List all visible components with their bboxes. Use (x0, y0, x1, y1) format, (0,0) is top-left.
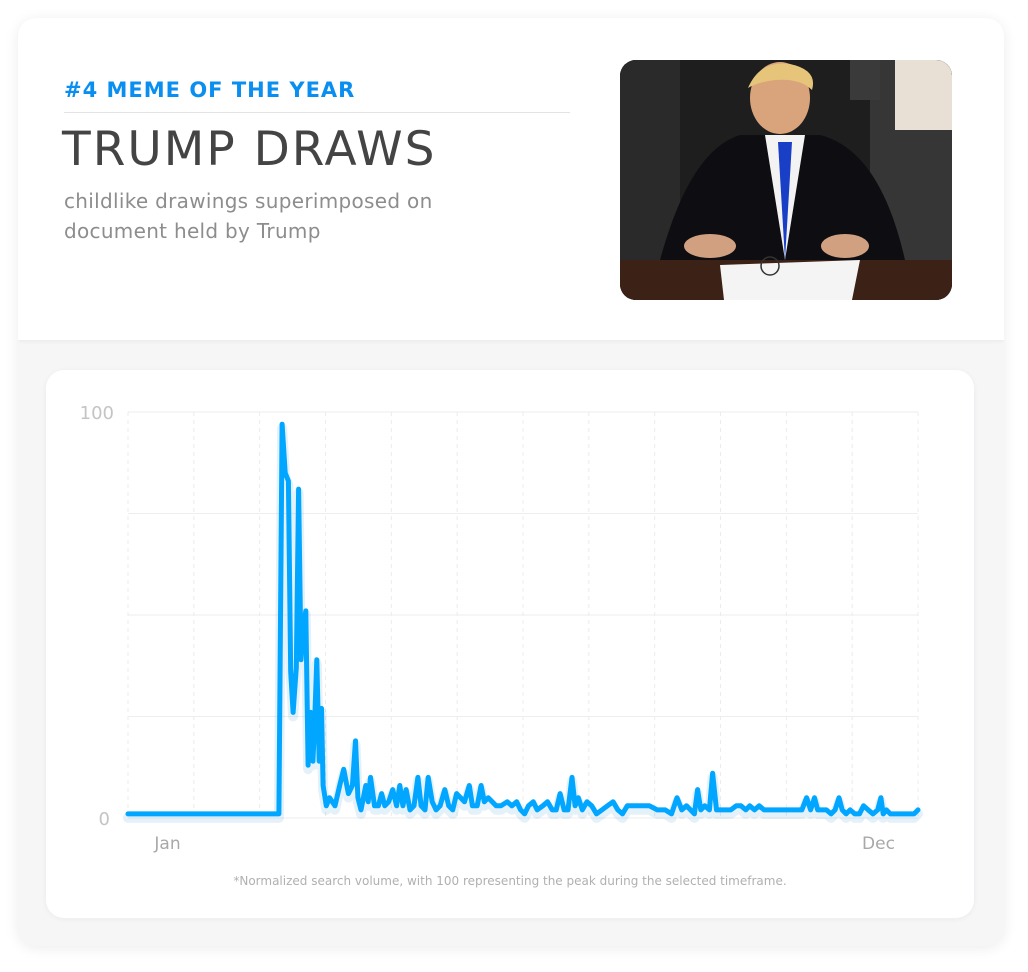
meme-card: #4 MEME OF THE YEAR TRUMP DRAWS childlik… (18, 18, 1004, 946)
card-header: #4 MEME OF THE YEAR TRUMP DRAWS childlik… (18, 18, 1004, 340)
series-line (125, 421, 921, 817)
y-tick-label: 100 (80, 403, 114, 424)
search-volume-chart: 100 0 Jan Dec *Normalized search volume, wi… (46, 370, 974, 918)
chart-footnote: *Normalized search volume, with 100 repr… (233, 874, 787, 888)
y-tick-label: 0 (99, 809, 110, 830)
line-chart: 100 0 Jan Dec (80, 403, 923, 854)
header-divider (64, 112, 570, 113)
meme-description: childlike drawings superimposed on docum… (64, 189, 433, 243)
meme-title: TRUMP DRAWS (62, 122, 437, 177)
rank-label: #4 MEME OF THE YEAR (64, 78, 356, 102)
x-tick-label: Dec (862, 834, 895, 854)
x-tick-label: Jan (153, 834, 180, 854)
meme-photo-illustration (620, 60, 952, 300)
meme-photo[interactable] (620, 60, 952, 300)
